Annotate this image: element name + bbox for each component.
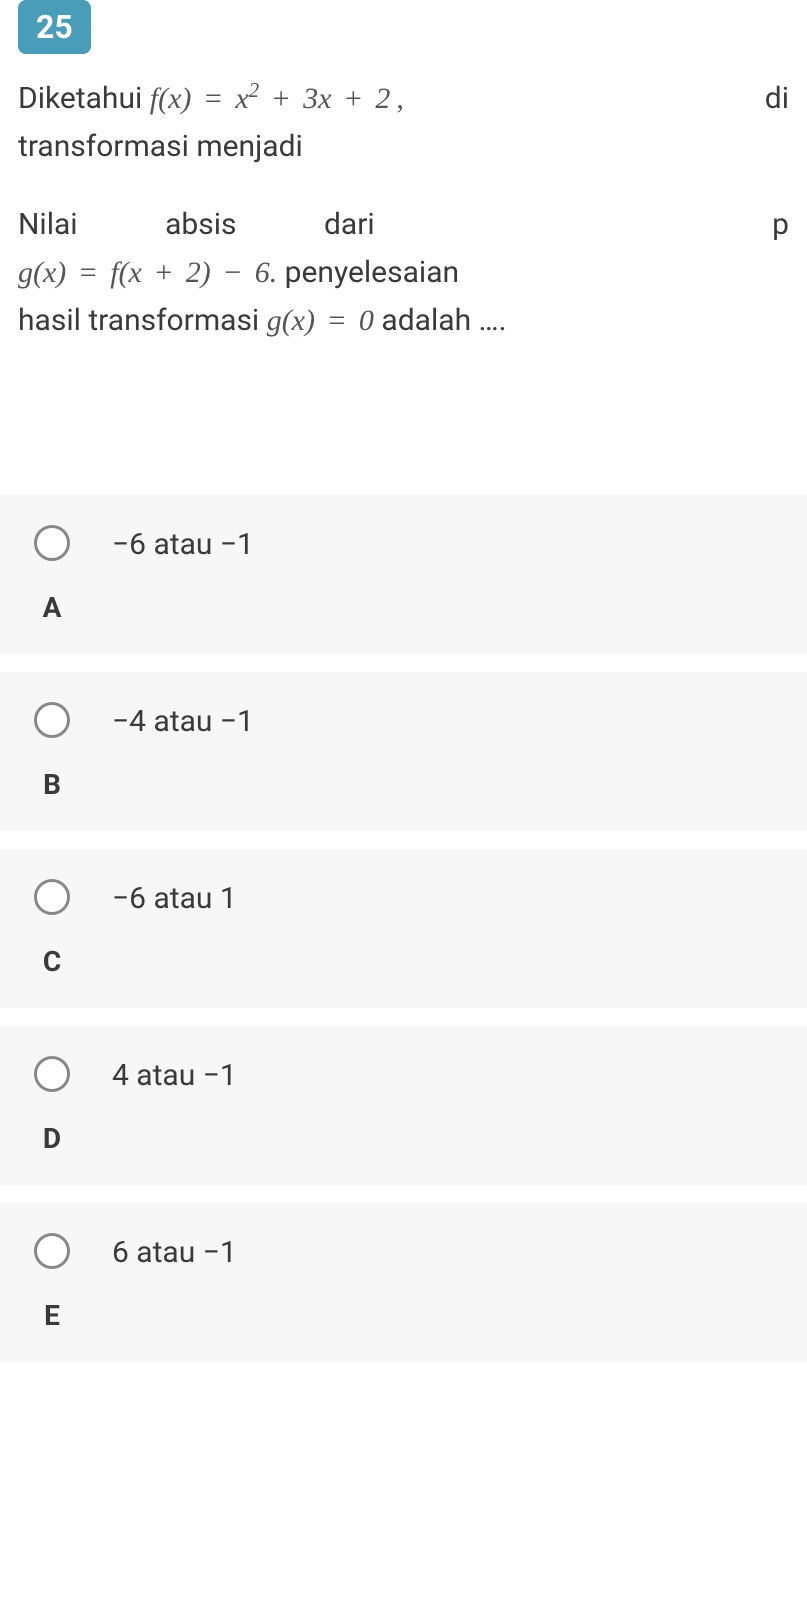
text-transformasi: transformasi menjadi (18, 123, 789, 171)
text-dari: dari (324, 207, 375, 242)
text-nilai: Nilai (18, 201, 78, 249)
question-body: Diketahui f(x) = x2 + 3x + 2, di transfo… (0, 74, 807, 345)
radio-icon[interactable] (34, 879, 70, 915)
radio-icon[interactable] (34, 1056, 70, 1092)
text-diketahui: Diketahui (18, 81, 142, 116)
answer-text: 4 atau −1 (112, 1058, 237, 1093)
answer-letter: A (43, 591, 62, 624)
answer-letter: D (43, 1122, 61, 1155)
answer-option-c[interactable]: C −6 atau 1 (0, 849, 807, 1008)
formula-gx-def: g(x) = f(x + 2) − 6. (18, 256, 277, 289)
answers-container: A −6 atau −1 B −4 atau −1 C −6 atau 1 D … (0, 495, 807, 1362)
answer-option-e[interactable]: E 6 atau −1 (0, 1203, 807, 1362)
text-absis: absis (165, 201, 236, 249)
answer-text: 6 atau −1 (112, 1235, 237, 1270)
text-penyelesaian: penyelesaian (285, 255, 459, 290)
answer-text: −4 atau −1 (112, 704, 254, 739)
answer-letter: E (44, 1299, 60, 1332)
radio-icon[interactable] (34, 1233, 70, 1269)
answer-letter: C (43, 945, 61, 978)
answer-option-a[interactable]: A −6 atau −1 (0, 495, 807, 654)
answer-option-d[interactable]: D 4 atau −1 (0, 1026, 807, 1185)
formula-gx-zero: g(x) = 0 (267, 304, 382, 337)
text-di-fragment: di (765, 75, 789, 123)
radio-icon[interactable] (34, 702, 70, 738)
formula-fx: f(x) = x2 + 3x + 2, (150, 82, 410, 115)
text-p-fragment: p (772, 201, 789, 249)
text-hasil-transformasi: hasil transformasi (18, 303, 259, 338)
answer-option-b[interactable]: B −4 atau −1 (0, 672, 807, 831)
question-number-badge: 25 (18, 0, 91, 54)
answer-text: −6 atau −1 (112, 527, 254, 562)
radio-icon[interactable] (34, 525, 70, 561)
answer-text: −6 atau 1 (112, 881, 237, 916)
answer-letter: B (43, 768, 61, 801)
text-adalah: adalah …. (381, 303, 506, 338)
